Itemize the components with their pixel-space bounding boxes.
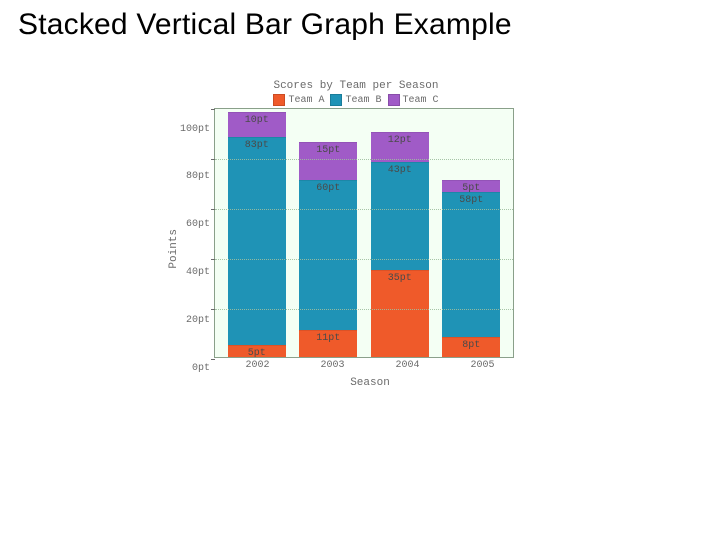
grid-line: [215, 209, 513, 210]
x-tick-label: 2005: [454, 360, 512, 371]
chart-title: Scores by Team per Season: [166, 80, 546, 93]
bar-segment: 43pt: [371, 162, 429, 270]
legend-swatch-team-a: [273, 94, 285, 106]
bar-segment: 10pt: [228, 112, 286, 137]
bar-segment: 60pt: [299, 180, 357, 330]
x-tick-label: 2003: [304, 360, 362, 371]
bars-container: 5pt 83pt 10pt 11pt 60pt 15pt 35pt 43pt 12pt 8pt 58…: [215, 109, 513, 357]
legend-label: Team C: [403, 95, 439, 106]
bar-segment: 5pt: [442, 180, 500, 193]
legend-swatch-team-c: [388, 94, 400, 106]
bar-segment-label: 35pt: [371, 273, 429, 284]
bar-segment-label: 10pt: [228, 115, 286, 126]
y-axis-ticks: 100pt 80pt 60pt 40pt 20pt 0pt: [180, 124, 214, 374]
legend-label: Team B: [345, 95, 381, 106]
grid-line: [215, 259, 513, 260]
y-axis-label: Points: [166, 229, 180, 269]
legend-item-team-c: Team C: [388, 94, 439, 106]
y-tick-mark: [211, 309, 215, 310]
y-tick-label: 20pt: [186, 315, 210, 326]
plot-area: 5pt 83pt 10pt 11pt 60pt 15pt 35pt 43pt 12pt 8pt 58…: [214, 108, 514, 358]
bar-segment: 8pt: [442, 337, 500, 357]
bar-segment-label: 5pt: [442, 183, 500, 194]
y-tick-label: 60pt: [186, 219, 210, 230]
bar-segment-label: 60pt: [299, 183, 357, 194]
stacked-bar-chart: Scores by Team per Season Team A Team B …: [166, 80, 546, 420]
y-tick-label: 80pt: [186, 171, 210, 182]
bar-segment-label: 83pt: [228, 140, 286, 151]
bar-segment: 12pt: [371, 132, 429, 162]
bar-segment-label: 15pt: [299, 145, 357, 156]
bar-2003: 11pt 60pt 15pt: [299, 142, 357, 357]
bar-2002: 5pt 83pt 10pt: [228, 112, 286, 357]
grid-line: [215, 159, 513, 160]
bar-segment-label: 8pt: [442, 340, 500, 351]
y-tick-label: 0pt: [192, 363, 210, 374]
bar-segment: 58pt: [442, 192, 500, 337]
y-tick-mark: [211, 209, 215, 210]
y-tick-label: 40pt: [186, 267, 210, 278]
bar-segment-label: 5pt: [228, 348, 286, 359]
legend-swatch-team-b: [330, 94, 342, 106]
legend-label: Team A: [288, 95, 324, 106]
bar-segment-label: 58pt: [442, 195, 500, 206]
x-tick-label: 2002: [229, 360, 287, 371]
x-tick-label: 2004: [379, 360, 437, 371]
x-axis-ticks: 2002 2003 2004 2005: [214, 358, 526, 371]
chart-legend: Team A Team B Team C: [166, 94, 546, 106]
bar-segment-label: 43pt: [371, 165, 429, 176]
legend-item-team-a: Team A: [273, 94, 324, 106]
y-tick-mark: [211, 259, 215, 260]
y-tick-mark: [211, 159, 215, 160]
x-axis-label: Season: [214, 377, 526, 389]
bar-segment: 11pt: [299, 330, 357, 358]
bar-2004: 35pt 43pt 12pt: [371, 132, 429, 357]
page-title: Stacked Vertical Bar Graph Example: [18, 8, 512, 42]
bar-segment: 15pt: [299, 142, 357, 180]
bar-segment-label: 11pt: [299, 333, 357, 344]
legend-item-team-b: Team B: [330, 94, 381, 106]
bar-segment-label: 12pt: [371, 135, 429, 146]
y-tick-mark: [211, 109, 215, 110]
y-tick-label: 100pt: [180, 124, 210, 135]
bar-segment: 83pt: [228, 137, 286, 345]
y-tick-mark: [211, 359, 215, 360]
bar-2005: 8pt 58pt5pt: [442, 180, 500, 358]
bar-segment: 35pt: [371, 270, 429, 358]
bar-segment: 5pt: [228, 345, 286, 358]
grid-line: [215, 309, 513, 310]
